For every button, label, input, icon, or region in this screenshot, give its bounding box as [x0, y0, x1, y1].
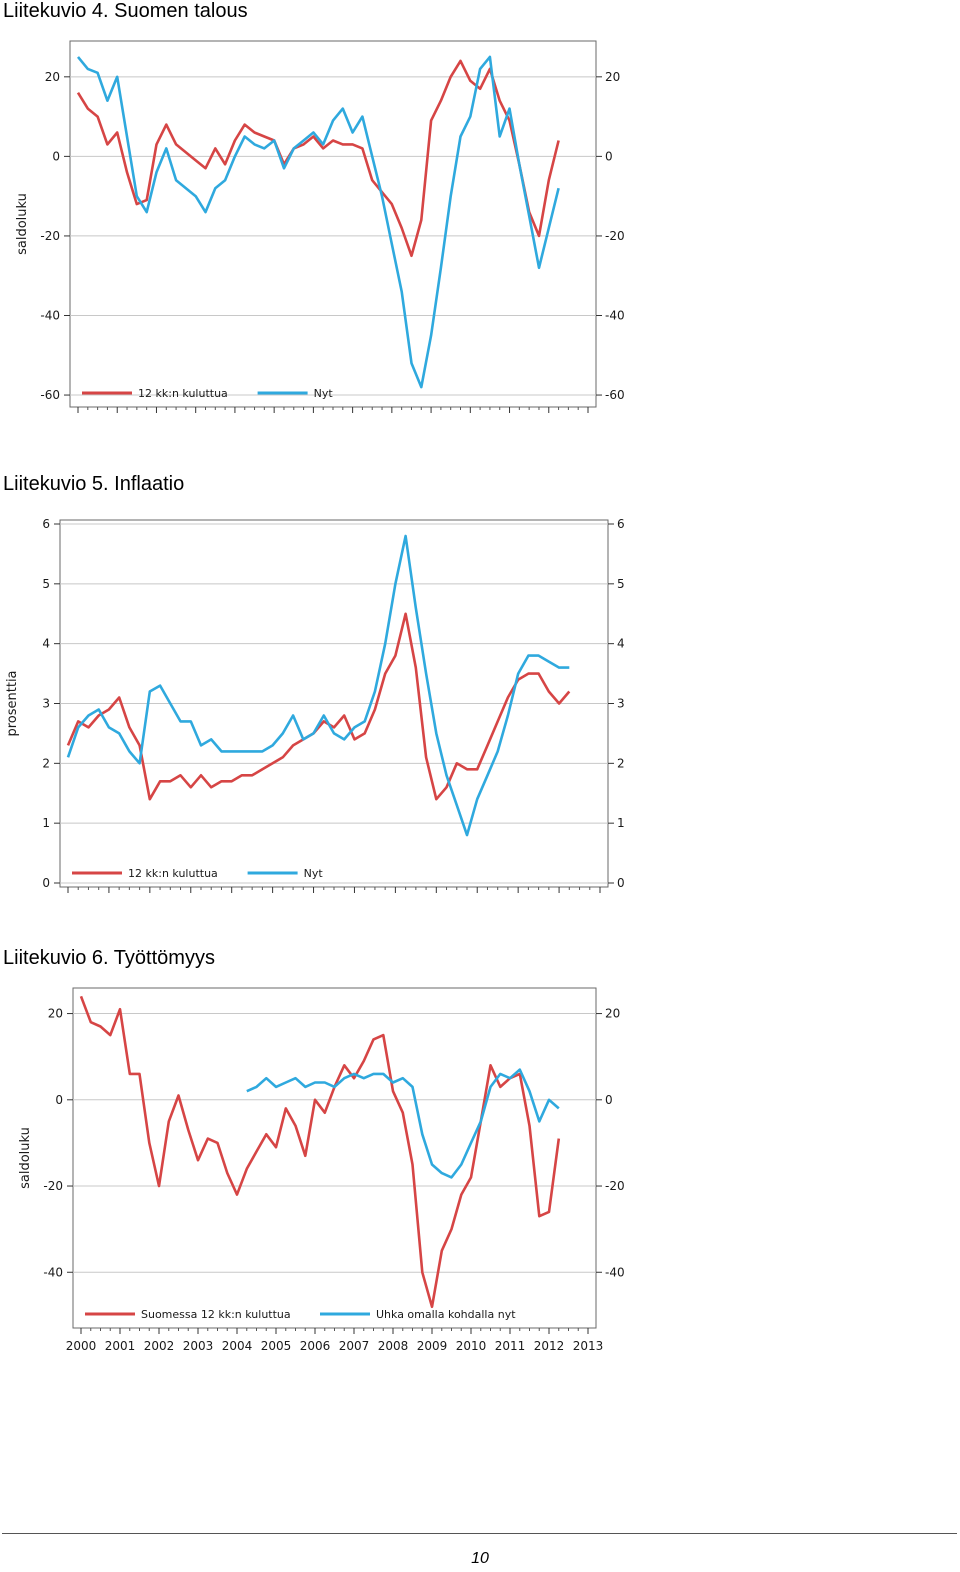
- y-tick-label-right: -40: [605, 308, 625, 322]
- x-tick-label: 2002: [144, 1339, 175, 1353]
- y-tick-label-right: 0: [617, 876, 625, 890]
- footer-divider: [2, 1533, 957, 1534]
- chart-inflaatio: 6655443322110020002001200220032004200520…: [5, 517, 625, 893]
- x-tick-label: 2001: [105, 1339, 136, 1353]
- x-tick-label: 2012: [534, 1339, 565, 1353]
- x-tick-label: 2006: [300, 1339, 331, 1353]
- y-tick-label-right: 4: [617, 637, 625, 651]
- chart-title-suomen-talous: Liitekuvio 4. Suomen talous: [3, 0, 248, 22]
- y-tick-label: 0: [55, 1093, 63, 1107]
- y-tick-label: -20: [43, 1179, 63, 1193]
- y-tick-label: 20: [45, 70, 60, 84]
- y-tick-label: -40: [40, 308, 60, 322]
- y-tick-label-right: 20: [605, 70, 620, 84]
- y-tick-label: 0: [42, 876, 50, 890]
- legend-label-2: Uhka omalla kohdalla nyt: [376, 1308, 516, 1321]
- y-axis-label: saldoluku: [15, 193, 30, 255]
- series-line-2: [246, 1068, 560, 1179]
- y-tick-label-right: 2: [617, 756, 625, 770]
- page-number: 10: [471, 1550, 489, 1567]
- y-tick-label-right: 1: [617, 816, 625, 830]
- x-tick-label: 2010: [456, 1339, 487, 1353]
- series-line-2: [76, 55, 560, 389]
- y-tick-label: 6: [42, 517, 50, 531]
- y-tick-label-right: 3: [617, 697, 625, 711]
- chart-suomen-talous: 202000-20-20-40-40-60-602000200120022003…: [15, 40, 625, 413]
- x-tick-label: 2013: [573, 1339, 604, 1353]
- y-tick-label-right: -40: [605, 1265, 625, 1279]
- series-line-2: [66, 534, 570, 837]
- y-tick-label: 3: [42, 697, 50, 711]
- y-axis-label: prosenttia: [5, 670, 20, 736]
- x-tick-label: 2000: [66, 1339, 97, 1353]
- y-tick-label-right: 5: [617, 577, 625, 591]
- y-tick-label: -20: [40, 229, 60, 243]
- y-tick-label: 5: [42, 577, 50, 591]
- y-tick-label-right: -20: [605, 1179, 625, 1193]
- chart-title-tyottomyys: Liitekuvio 6. Työttömyys: [3, 947, 215, 969]
- y-tick-label: -40: [43, 1265, 63, 1279]
- y-tick-label: 4: [42, 637, 50, 651]
- series-line-1: [66, 612, 571, 801]
- legend-label-2: Nyt: [304, 867, 324, 880]
- x-tick-label: 2008: [378, 1339, 409, 1353]
- y-tick-label: 20: [48, 1007, 63, 1021]
- y-axis-label: saldoluku: [18, 1127, 33, 1189]
- y-tick-label-right: 6: [617, 517, 625, 531]
- y-tick-label-right: -20: [605, 229, 625, 243]
- x-tick-label: 2003: [183, 1339, 214, 1353]
- chart-title-inflaatio: Liitekuvio 5. Inflaatio: [3, 473, 185, 495]
- x-tick-label: 2004: [222, 1339, 253, 1353]
- y-tick-label: -60: [40, 388, 60, 402]
- y-tick-label-right: 0: [605, 1093, 613, 1107]
- series-line-1: [79, 995, 561, 1309]
- y-tick-label-right: 0: [605, 149, 613, 163]
- legend-label-1: 12 kk:n kuluttua: [138, 387, 228, 400]
- y-tick-label: 0: [52, 149, 60, 163]
- x-tick-label: 2011: [495, 1339, 526, 1353]
- plot-frame: [72, 987, 597, 1329]
- legend-label-1: 12 kk:n kuluttua: [128, 867, 218, 880]
- legend-label-2: Nyt: [314, 387, 334, 400]
- series-line-1: [76, 59, 560, 258]
- plot-frame: [69, 40, 597, 408]
- x-tick-label: 2009: [417, 1339, 448, 1353]
- x-tick-label: 2007: [339, 1339, 370, 1353]
- y-tick-label-right: -60: [605, 388, 625, 402]
- x-tick-label: 2005: [261, 1339, 292, 1353]
- y-tick-label: 1: [42, 816, 50, 830]
- y-tick-label-right: 20: [605, 1007, 620, 1021]
- legend-label-1: Suomessa 12 kk:n kuluttua: [141, 1308, 291, 1321]
- y-tick-label: 2: [42, 756, 50, 770]
